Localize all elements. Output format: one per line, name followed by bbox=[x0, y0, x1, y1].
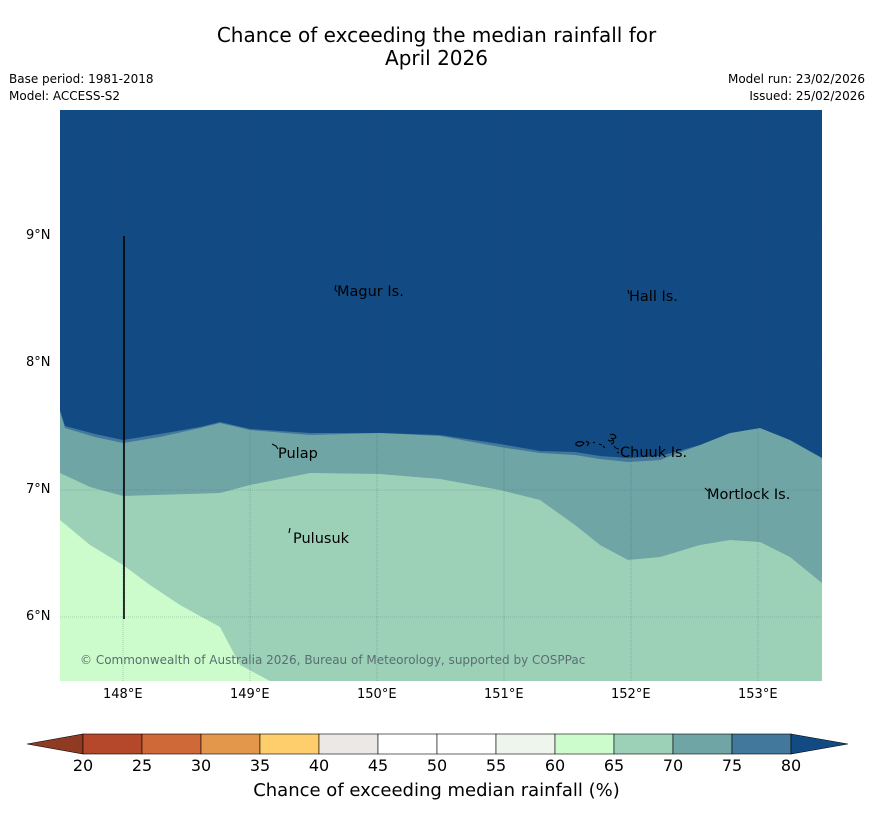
lon-label-149e: 149°E bbox=[230, 687, 270, 702]
gridlines bbox=[60, 110, 822, 681]
issued-date: Issued: 25/02/2026 bbox=[749, 89, 865, 103]
place-mortlock-is: Mortlock Is. bbox=[707, 487, 791, 503]
place-hall-is: Hall Is. bbox=[629, 289, 678, 305]
colorbar-tick-label: 50 bbox=[426, 756, 448, 775]
place-pulusuk: Pulusuk bbox=[293, 531, 350, 547]
colorbar-tick-label: 70 bbox=[662, 756, 684, 775]
lon-label-150e: 150°E bbox=[357, 687, 397, 702]
place-chuuk-is: Chuuk Is. bbox=[620, 445, 688, 461]
place-pulap: Pulap bbox=[278, 446, 318, 462]
model-run: Model run: 23/02/2026 bbox=[727, 72, 865, 86]
island-pulap bbox=[271, 443, 279, 450]
colorbar-swatch bbox=[318, 733, 379, 755]
colorbar-tick-label: 75 bbox=[721, 756, 743, 775]
colorbar-tick-label: 25 bbox=[131, 756, 153, 775]
info-right: Model run: 23/02/2026 Issued: 25/02/2026 bbox=[728, 71, 865, 105]
colorbar-arrow-low bbox=[26, 733, 84, 755]
colorbar-tick-label: 30 bbox=[190, 756, 212, 775]
island-mortlock bbox=[704, 487, 709, 492]
island-marks bbox=[271, 284, 709, 534]
lat-label-8n: 8°N bbox=[26, 355, 51, 370]
island-hall bbox=[627, 289, 630, 295]
colorbar-swatch bbox=[141, 733, 202, 755]
colorbar-swatch bbox=[672, 733, 733, 755]
colorbar-swatch bbox=[554, 733, 615, 755]
copyright-notice: © Commonwealth of Australia 2026, Bureau… bbox=[80, 653, 586, 667]
colorbar-swatch bbox=[82, 733, 143, 755]
lon-label-151e: 151°E bbox=[484, 687, 524, 702]
colorbar-swatch bbox=[731, 733, 792, 755]
colorbar-swatch bbox=[613, 733, 674, 755]
colorbar-tick-label: 35 bbox=[249, 756, 271, 775]
colorbar-tick-label: 60 bbox=[544, 756, 566, 775]
info-left: Base period: 1981-2018 Model: ACCESS-S2 bbox=[9, 71, 154, 105]
band-above-80-edge bbox=[60, 110, 822, 458]
map-title-line1: Chance of exceeding the median rainfall … bbox=[216, 23, 657, 47]
island-chuuk-cluster bbox=[575, 433, 620, 454]
colorbar bbox=[26, 733, 849, 755]
lon-label-148e: 148°E bbox=[103, 687, 143, 702]
colorbar-label: Chance of exceeding median rainfall (%) bbox=[253, 780, 620, 801]
lon-label-153e: 153°E bbox=[738, 687, 778, 702]
colorbar-tick-label: 40 bbox=[308, 756, 330, 775]
model-name: Model: ACCESS-S2 bbox=[9, 89, 121, 103]
colorbar-tick-label: 80 bbox=[780, 756, 802, 775]
base-period: Base period: 1981-2018 bbox=[9, 72, 154, 86]
colorbar-tick-label: 20 bbox=[72, 756, 94, 775]
colorbar-swatch bbox=[200, 733, 261, 755]
colorbar-tick-label: 65 bbox=[603, 756, 625, 775]
colorbar-tick-label: 55 bbox=[485, 756, 507, 775]
lat-label-9n: 9°N bbox=[26, 228, 51, 243]
colorbar-swatch bbox=[495, 733, 556, 755]
lon-label-152e: 152°E bbox=[611, 687, 651, 702]
island-magur bbox=[334, 284, 338, 293]
colorbar-swatch bbox=[377, 733, 438, 755]
map-title-line2: April 2026 bbox=[385, 46, 488, 70]
lat-label-6n: 6°N bbox=[26, 609, 51, 624]
lat-label-7n: 7°N bbox=[26, 482, 51, 497]
colorbar-tick-label: 45 bbox=[367, 756, 389, 775]
colorbar-swatch bbox=[436, 733, 497, 755]
colorbar-swatch bbox=[259, 733, 320, 755]
place-magur-is: Magur Is. bbox=[337, 284, 404, 300]
colorbar-arrow-high bbox=[790, 733, 849, 755]
island-pulusuk bbox=[288, 527, 291, 534]
